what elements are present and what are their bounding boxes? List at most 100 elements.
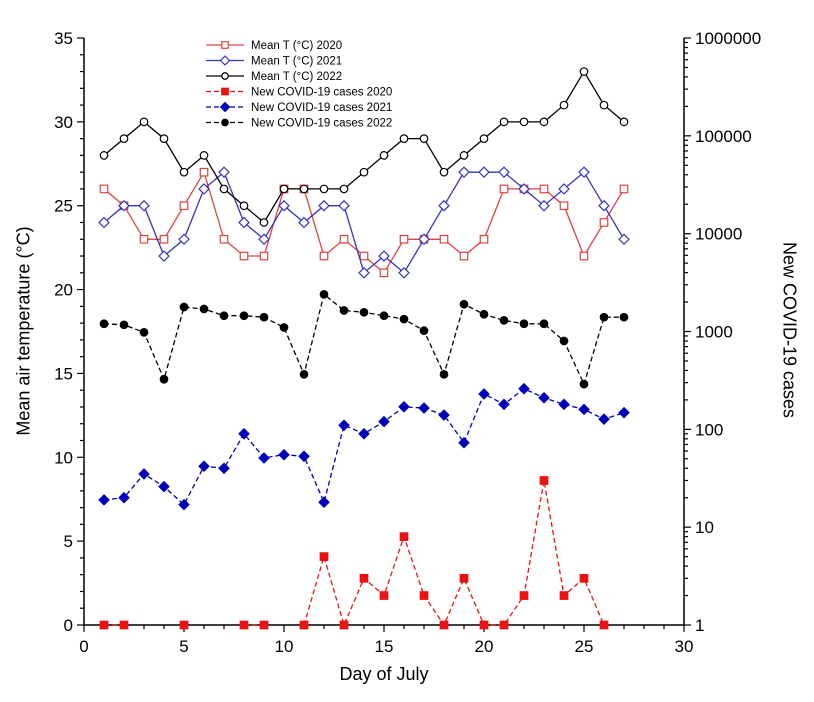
data-point-marker [438,199,450,212]
data-point-marker [279,184,289,194]
data-point-marker [319,184,329,194]
data-point-marker [99,184,109,194]
data-point-marker [499,117,509,127]
data-point-marker [99,620,109,630]
data-point-marker [459,299,469,309]
tick-labels: 0 5 10 15 20 25 30 0 5 10 15 20 25 30 35 1 10 100 1000 1000… [54,29,761,656]
data-point-marker [439,620,449,630]
data-point-marker [559,201,569,211]
y-left-tick-label: 25 [54,197,73,216]
legend-label: New COVID-19 cases 2021 [251,102,392,114]
data-point-marker [118,199,130,212]
legend-entry: Mean T (°C) 2020 [206,40,342,52]
data-point-marker [478,388,490,400]
data-point-marker [358,428,370,440]
x-tick-label: 0 [79,637,88,656]
data-point-marker [399,314,409,324]
data-point-marker [158,480,170,493]
data-point-marker [221,118,229,127]
data-point-marker [538,392,550,404]
data-point-marker [599,100,609,110]
data-point-marker [298,216,310,229]
data-point-marker [238,428,250,440]
x-tick-label: 30 [675,637,694,656]
data-point-marker [259,218,269,227]
data-point-marker [539,117,549,127]
data-point-marker [119,134,129,143]
y-left-tick-label: 30 [54,113,73,132]
data-point-marker [478,166,490,178]
data-point-marker [299,369,309,379]
data-point-marker [418,233,430,246]
data-point-marker [258,452,270,464]
series-line [104,480,605,627]
legend-label: Mean T (°C) 2020 [251,40,342,52]
y-right-tick-label: 1 [695,616,704,635]
data-point-marker [198,460,210,472]
y-right-tick-label: 10000 [695,225,742,244]
data-point-marker [221,87,229,96]
data-point-marker [479,309,489,319]
data-point-marker [519,591,529,600]
data-point-marker [239,251,249,261]
data-point-marker [558,398,570,411]
data-point-marker [479,620,489,630]
data-point-marker [259,620,269,630]
data-point-marker [519,319,529,329]
data-point-marker [578,166,590,178]
data-point-marker [499,316,509,325]
data-point-marker [259,251,269,261]
data-point-marker [319,552,329,561]
data-point-marker [439,369,449,379]
y-right-tick-label: 1000 [695,323,733,342]
legend-label: New COVID-19 cases 2022 [251,118,392,130]
data-point-marker [378,415,390,428]
data-point-marker [119,620,129,630]
x-tick-label: 15 [375,637,394,656]
data-point-marker [498,166,510,178]
data-point-marker [158,250,170,262]
data-point-marker [598,413,610,425]
data-point-marker [298,450,310,463]
data-point-marker [258,233,270,246]
right-axis-title: New COVID-19 cases [779,241,800,419]
series-new-covid-19-cases-2020 [99,476,609,630]
data-point-marker [459,251,469,261]
data-point-marker [239,620,249,630]
y-right-tick-label: 10 [695,518,714,537]
data-point-marker [159,374,169,384]
y-left-tick-label: 35 [54,29,73,48]
x-tick-label: 25 [575,637,594,656]
x-tick-label: 10 [275,637,294,656]
data-point-marker [619,117,629,127]
data-point-marker [579,379,589,389]
data-point-marker [499,620,509,630]
data-point-marker [559,100,569,110]
data-point-marker [278,448,290,461]
data-point-marker [139,117,149,127]
data-point-marker [239,201,249,211]
data-point-marker [599,218,609,227]
data-point-marker [219,184,229,194]
legend-label: Mean T (°C) 2022 [251,71,342,83]
y-right-tick-label: 100 [695,420,723,439]
data-point-marker [379,268,389,278]
data-point-marker [439,234,449,244]
series-mean-t-c-2021 [98,166,630,279]
data-point-marker [539,476,549,485]
x-tick-label: 20 [475,637,494,656]
data-point-marker [179,620,189,630]
data-point-marker [139,328,149,337]
data-point-marker [339,620,349,630]
y-left-tick-label: 15 [54,364,73,383]
data-point-marker [539,319,549,329]
data-point-marker [379,151,389,160]
data-point-marker [159,234,169,244]
data-point-marker [338,199,350,212]
data-point-marker [179,167,189,177]
legend-entry: Mean T (°C) 2022 [206,71,342,83]
data-point-marker [479,134,489,143]
data-point-marker [398,400,410,413]
data-point-marker [559,591,569,600]
data-point-marker [599,312,609,322]
